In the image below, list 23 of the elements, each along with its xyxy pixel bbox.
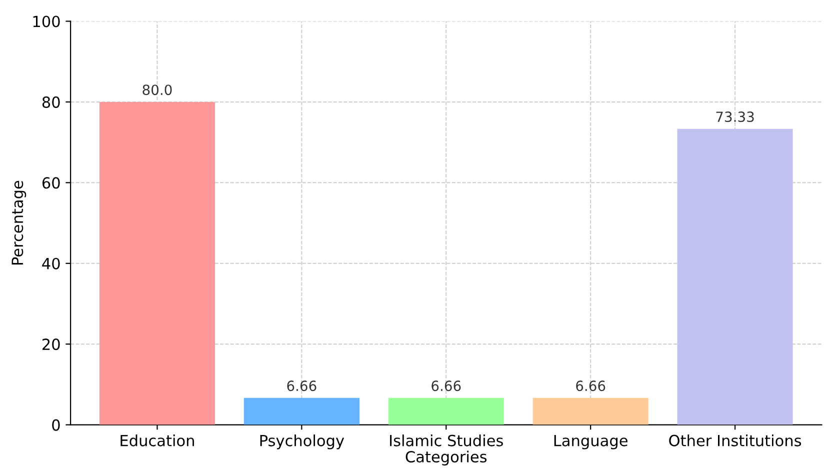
x-tick-label: Psychology: [260, 434, 344, 450]
data-label: 6.66: [576, 380, 606, 392]
y-tick-label: 0: [52, 419, 60, 431]
x-tick-label: Education: [120, 434, 194, 446]
data-label: 6.66: [287, 380, 316, 392]
data-label: 73.33: [716, 112, 754, 122]
y-tick-label: 100: [33, 16, 60, 28]
y-tick-label: 80: [42, 96, 60, 108]
y-tick-label: 60: [42, 177, 60, 189]
x-tick-label: Other Institutions: [669, 434, 802, 446]
bar: [532, 398, 648, 425]
y-tick-label: 20: [42, 338, 60, 350]
bar: [244, 398, 360, 425]
y-axis-title: Percentage: [12, 180, 26, 264]
bar: [677, 128, 793, 425]
bar: [99, 102, 215, 425]
x-tick-label: Islamic Studies: [390, 434, 503, 446]
data-label: 6.66: [432, 380, 461, 392]
x-axis-title: Categories: [406, 450, 487, 466]
y-tick-label: 40: [42, 258, 60, 270]
bar: [388, 398, 504, 425]
data-label: 80.0: [142, 84, 172, 96]
x-tick-label: Language: [554, 434, 628, 450]
